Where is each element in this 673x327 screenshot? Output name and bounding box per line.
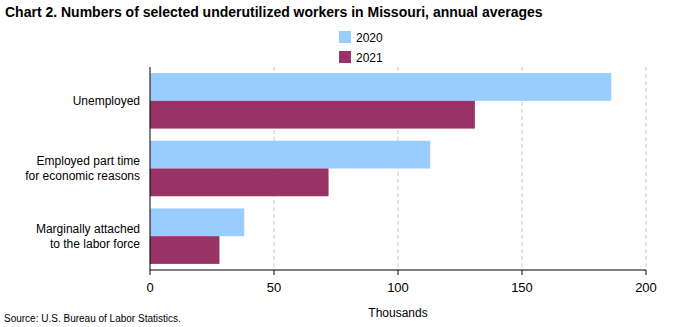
legend: 2020 2021 xyxy=(339,31,383,65)
source: Source: U.S. Bureau of Labor Statistics. xyxy=(4,313,181,324)
bar xyxy=(150,73,611,101)
legend-label: 2021 xyxy=(356,51,383,65)
bar xyxy=(150,208,244,236)
grid-line xyxy=(646,67,647,270)
title: Chart 2. Numbers of selected underutiliz… xyxy=(5,4,543,20)
tick-label: 100 xyxy=(387,280,409,295)
category-label: Marginally attachedto the labor force xyxy=(36,222,140,251)
legend-swatch xyxy=(339,51,351,63)
bar xyxy=(150,101,475,129)
y-axis-line xyxy=(150,67,151,270)
tick-label: 200 xyxy=(635,280,657,295)
chart: Chart 2. Numbers of selected underutiliz… xyxy=(0,0,673,327)
tick-mark xyxy=(398,270,399,275)
category-label: Employed part timefor economic reasons xyxy=(25,154,140,183)
x-axis-label: Thousands xyxy=(368,306,427,320)
tick-mark xyxy=(274,270,275,275)
x-axis: 0 50 100 150 200 xyxy=(146,67,656,295)
tick-mark xyxy=(646,270,647,275)
bar xyxy=(150,169,329,197)
tick-label: 50 xyxy=(267,280,281,295)
bar xyxy=(150,236,219,264)
tick-mark xyxy=(150,270,151,275)
tick-mark xyxy=(522,270,523,275)
x-axis-line xyxy=(150,270,646,271)
tick-label: 150 xyxy=(511,280,533,295)
bar xyxy=(150,141,430,169)
tick-label: 0 xyxy=(146,280,153,295)
bars xyxy=(150,73,611,264)
legend-swatch xyxy=(339,31,351,43)
legend-label: 2020 xyxy=(356,31,383,45)
category-label: Unemployed xyxy=(73,94,140,108)
